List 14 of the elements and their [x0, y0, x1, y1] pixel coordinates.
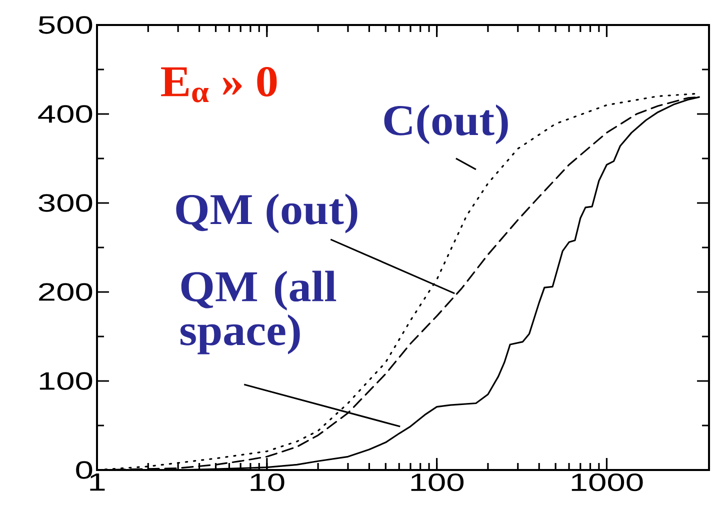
annotation: QM (out) [176, 194, 358, 234]
y-tick-label: 0 [76, 461, 92, 479]
y-tick-label: 100 [40, 372, 92, 390]
x-tick-label: 1 [90, 474, 105, 491]
x-tick-label: 100 [411, 474, 464, 492]
y-tick-label: 300 [38, 194, 92, 212]
y-tick-label: 200 [39, 283, 92, 301]
y-tick-label: 400 [38, 105, 92, 123]
annotation: C(out) [384, 104, 508, 144]
x-tick-label: 1000 [572, 474, 643, 492]
annotation: E$_{α}$ » 0 [161, 66, 277, 102]
x-tick-label: 10 [250, 474, 284, 492]
y-tick-label: 500 [38, 16, 92, 34]
annotation: QM (all space) [180, 270, 336, 354]
